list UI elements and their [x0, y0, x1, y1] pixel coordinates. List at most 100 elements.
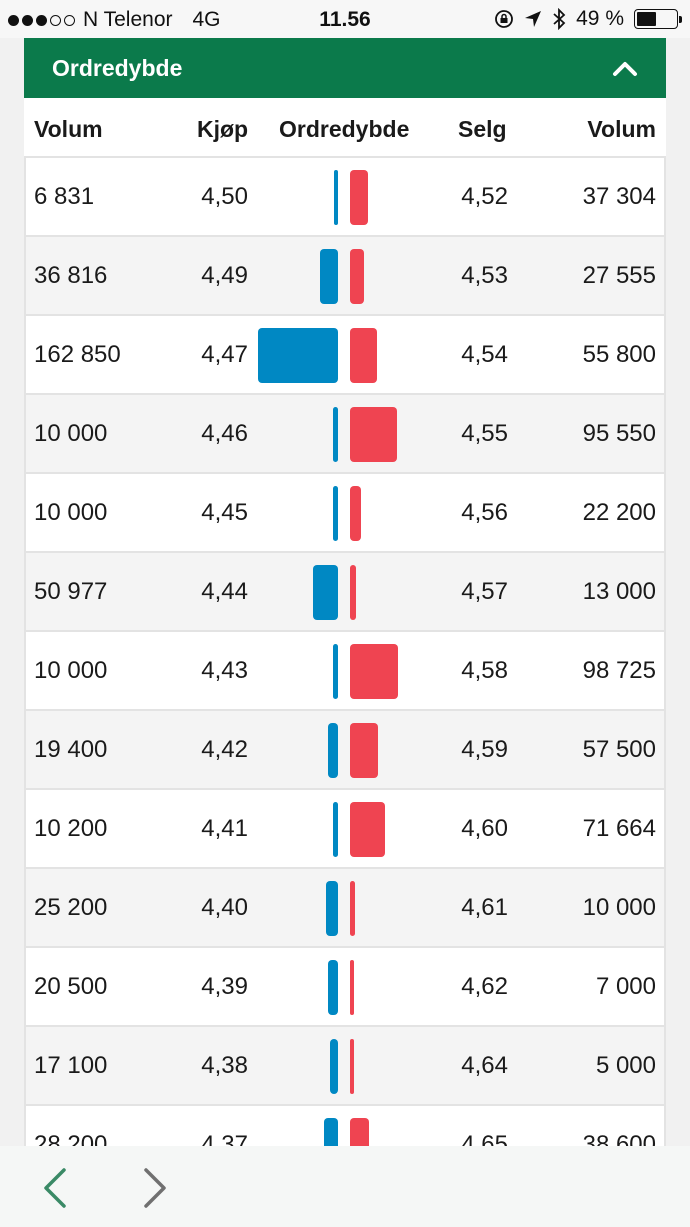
- panel-header[interactable]: Ordredybde: [24, 38, 666, 98]
- table-row: 10 000 4,43 4,58 98 725: [26, 632, 664, 711]
- sell-volume: 38 600: [582, 1131, 656, 1146]
- sell-volume: 95 550: [582, 420, 656, 447]
- buy-volume: 10 000: [34, 657, 108, 684]
- location-arrow-icon: [525, 11, 542, 27]
- buy-price: 4,39: [201, 973, 248, 1000]
- table-row: 50 977 4,44 4,57 13 000: [26, 553, 664, 632]
- sell-depth-bar: [350, 644, 398, 699]
- buy-depth-bar: [333, 802, 338, 857]
- sell-price: 4,53: [461, 262, 508, 289]
- page-content: Ordredybde Volum Kjøp Ordredybde Selg Vo…: [0, 38, 690, 1146]
- carrier-info: N Telenor 4G: [8, 8, 221, 32]
- sell-depth-bar: [350, 249, 364, 304]
- buy-price: 4,45: [201, 499, 248, 526]
- sell-depth-bar: [350, 1039, 354, 1094]
- sell-volume: 55 800: [582, 341, 656, 368]
- chevron-up-icon[interactable]: [612, 59, 638, 77]
- table-row: 10 200 4,41 4,60 71 664: [26, 790, 664, 869]
- signal-strength-icon: [8, 14, 75, 26]
- sell-price: 4,54: [461, 341, 508, 368]
- table-row: 10 000 4,45 4,56 22 200: [26, 474, 664, 553]
- sell-depth-bar: [350, 960, 354, 1015]
- status-bar: N Telenor 4G 11.56 49 %: [0, 0, 690, 38]
- sell-depth-bar: [350, 328, 377, 383]
- buy-volume: 50 977: [34, 578, 108, 605]
- sell-depth-bar: [350, 802, 385, 857]
- buy-depth-bar: [320, 249, 338, 304]
- sell-price: 4,65: [461, 1131, 508, 1146]
- buy-depth-bar: [324, 1118, 338, 1146]
- carrier-name: N Telenor: [83, 8, 173, 31]
- sell-price: 4,57: [461, 578, 508, 605]
- rotation-lock-icon: [495, 10, 514, 28]
- chevron-left-icon[interactable]: [36, 1166, 76, 1210]
- buy-volume: 28 200: [34, 1131, 108, 1146]
- table-row: 28 200 4,37 4,65 38 600: [26, 1106, 664, 1146]
- sell-volume: 57 500: [582, 736, 656, 763]
- column-headers: Volum Kjøp Ordredybde Selg Volum: [24, 98, 666, 158]
- table-row: 36 816 4,49 4,53 27 555: [26, 237, 664, 316]
- buy-volume: 36 816: [34, 262, 108, 289]
- sell-depth-bar: [350, 1118, 369, 1146]
- buy-price: 4,42: [201, 736, 248, 763]
- buy-depth-bar: [333, 644, 338, 699]
- column-header-buy: Kjøp: [197, 116, 249, 142]
- buy-depth-bar: [313, 565, 338, 620]
- buy-volume: 10 200: [34, 815, 108, 842]
- buy-price: 4,37: [201, 1131, 248, 1146]
- panel-title: Ordredybde: [52, 54, 183, 81]
- buy-price: 4,49: [201, 262, 248, 289]
- sell-depth-bar: [350, 407, 397, 462]
- sell-depth-bar: [350, 723, 378, 778]
- table-row: 20 500 4,39 4,62 7 000: [26, 948, 664, 1027]
- buy-price: 4,38: [201, 1052, 248, 1079]
- buy-price: 4,40: [201, 894, 248, 921]
- sell-price: 4,64: [461, 1052, 508, 1079]
- sell-volume: 27 555: [582, 262, 656, 289]
- sell-volume: 37 304: [582, 183, 656, 210]
- column-header-sell-volume: Volum: [587, 116, 656, 142]
- sell-depth-bar: [350, 565, 356, 620]
- order-depth-panel: Ordredybde Volum Kjøp Ordredybde Selg Vo…: [24, 38, 666, 1146]
- sell-volume: 5 000: [595, 1052, 656, 1079]
- buy-price: 4,50: [201, 183, 248, 210]
- sell-depth-bar: [350, 881, 355, 936]
- buy-depth-bar: [334, 170, 338, 225]
- buy-volume: 19 400: [34, 736, 108, 763]
- status-icons: 49 %: [494, 7, 682, 31]
- sell-price: 4,55: [461, 420, 508, 447]
- battery-icon: [634, 9, 682, 29]
- buy-volume: 20 500: [34, 973, 108, 1000]
- column-header-sell: Selg: [458, 116, 507, 142]
- network-type: 4G: [192, 8, 221, 31]
- sell-volume: 98 725: [582, 657, 656, 684]
- buy-volume: 6 831: [34, 183, 95, 210]
- sell-volume: 13 000: [582, 578, 656, 605]
- clock: 11.56: [319, 8, 371, 31]
- table-row: 6 831 4,50 4,52 37 304: [26, 158, 664, 237]
- chevron-right-icon[interactable]: [134, 1166, 174, 1210]
- sell-volume: 10 000: [582, 894, 656, 921]
- buy-volume: 162 850: [34, 341, 121, 368]
- sell-price: 4,61: [461, 894, 508, 921]
- sell-depth-bar: [350, 486, 361, 541]
- battery-level: [637, 12, 656, 26]
- sell-price: 4,58: [461, 657, 508, 684]
- bluetooth-icon: [553, 8, 566, 30]
- buy-depth-bar: [326, 881, 338, 936]
- buy-price: 4,44: [201, 578, 248, 605]
- table-row: 162 850 4,47 4,54 55 800: [26, 316, 664, 395]
- sell-price: 4,56: [461, 499, 508, 526]
- buy-price: 4,43: [201, 657, 248, 684]
- table-row: 19 400 4,42 4,59 57 500: [26, 711, 664, 790]
- column-header-buy-volume: Volum: [34, 116, 103, 142]
- buy-depth-bar: [333, 486, 338, 541]
- table-row: 25 200 4,40 4,61 10 000: [26, 869, 664, 948]
- sell-price: 4,62: [461, 973, 508, 1000]
- sell-volume: 7 000: [595, 973, 656, 1000]
- sell-volume: 22 200: [582, 499, 656, 526]
- sell-price: 4,59: [461, 736, 508, 763]
- table-row: 10 000 4,46 4,55 95 550: [26, 395, 664, 474]
- battery-percent: 49 %: [576, 7, 624, 30]
- column-header-depth: Ordredybde: [279, 116, 410, 142]
